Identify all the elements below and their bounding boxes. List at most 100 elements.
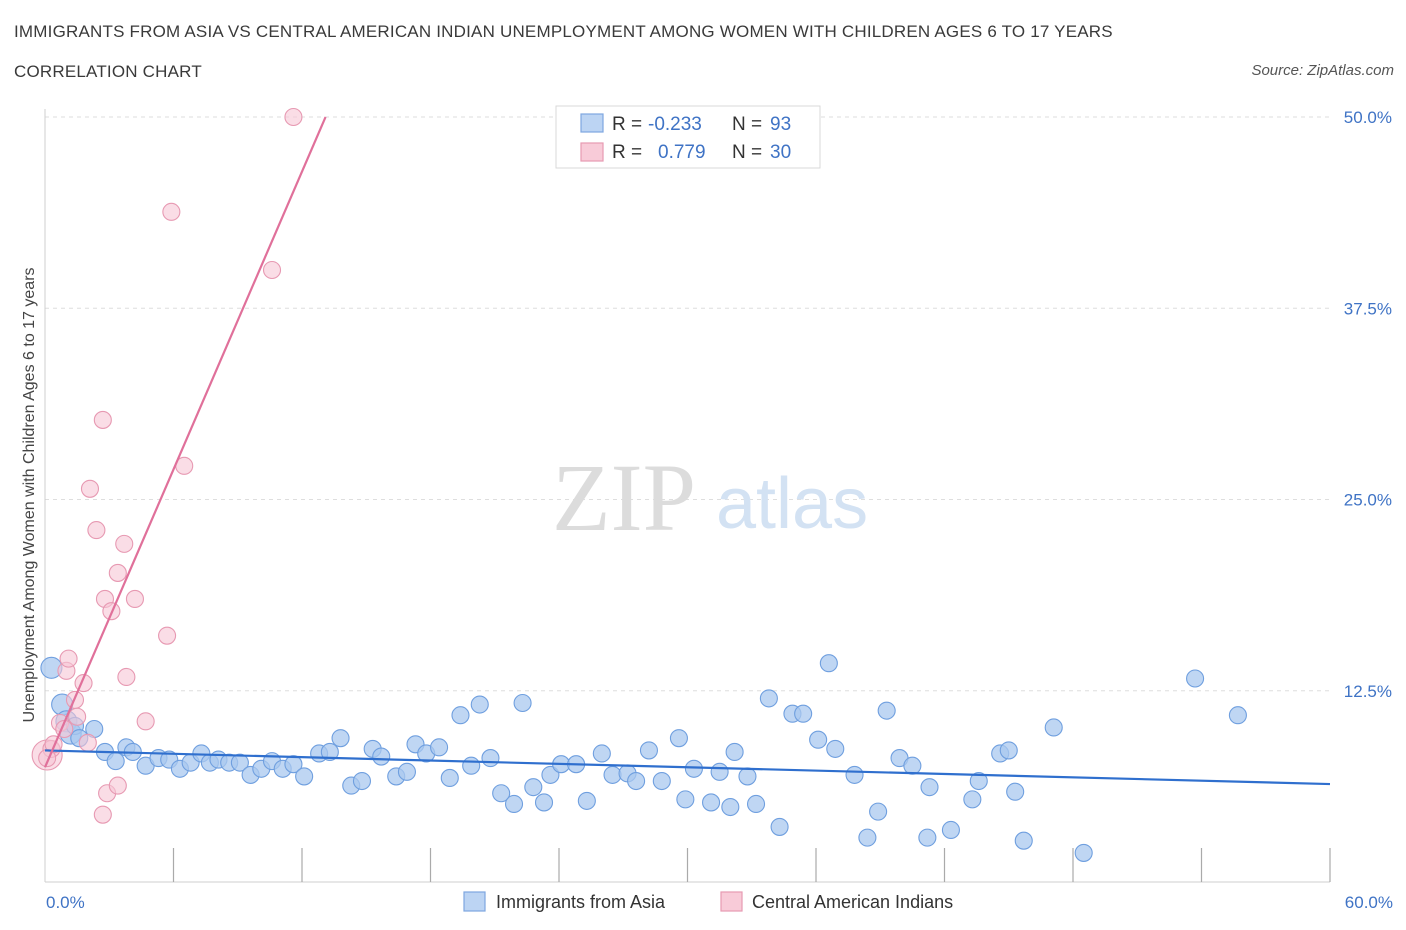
central-american-indian-point-6 — [59, 649, 78, 668]
legend-n-label-0: N = — [732, 114, 762, 135]
legend-r-value-0: -0.233 — [648, 114, 702, 135]
asia-point-29 — [331, 729, 350, 748]
x-tick-label-0: 0.0% — [46, 893, 85, 912]
y-axis-label: Unemployment Among Women with Children A… — [21, 267, 38, 722]
asia-point-90 — [1044, 718, 1063, 737]
central-american-indian-point-23 — [136, 712, 155, 731]
points-immigrants-from-asia — [40, 654, 1247, 862]
asia-point-68 — [759, 689, 778, 708]
trendline-immigrants-from-asia — [44, 749, 1331, 786]
central-american-indian-point-25 — [162, 202, 181, 221]
legend-n-label-1: N = — [732, 142, 762, 163]
asia-point-66 — [738, 767, 757, 786]
series-legend: Immigrants from Asia Central American In… — [463, 891, 953, 912]
asia-point-87 — [999, 741, 1018, 760]
trendline-central-american-indians — [43, 116, 327, 768]
trendlines — [43, 116, 1331, 786]
asia-point-8 — [106, 752, 125, 771]
asia-point-73 — [819, 654, 838, 673]
y-tick-label-3: 50.0% — [1344, 108, 1392, 127]
asia-point-91 — [1074, 843, 1093, 862]
asia-point-81 — [918, 828, 937, 847]
asia-point-35 — [397, 762, 416, 781]
bottom-legend-label-0: Immigrants from Asia — [496, 892, 666, 912]
chart-title: IMMIGRANTS FROM ASIA VS CENTRAL AMERICAN… — [14, 22, 1113, 41]
central-american-indian-point-12 — [87, 521, 106, 540]
y-tick-label-0: 12.5% — [1344, 682, 1392, 701]
central-american-indian-point-27 — [262, 260, 282, 280]
central-american-indian-point-14 — [93, 805, 112, 824]
legend-n-value-0: 93 — [770, 114, 791, 135]
asia-point-85 — [969, 771, 988, 791]
asia-point-89 — [1014, 831, 1033, 850]
central-american-indian-point-19 — [108, 563, 127, 582]
central-american-indian-point-20 — [115, 534, 134, 553]
central-american-indian-point-8 — [68, 707, 87, 726]
asia-point-67 — [746, 794, 766, 814]
asia-point-88 — [1006, 782, 1025, 801]
legend-r-label-1: R = — [612, 142, 642, 163]
watermark-atlas: atlas — [716, 464, 868, 544]
legend-swatch-blue — [580, 113, 604, 133]
asia-point-46 — [513, 693, 532, 713]
asia-point-53 — [592, 744, 611, 763]
asia-point-63 — [710, 762, 729, 781]
source-note: Source: ZipAtlas.com — [1251, 62, 1394, 79]
asia-point-54 — [603, 765, 622, 784]
asia-point-31 — [352, 771, 372, 791]
central-american-indian-point-18 — [108, 776, 127, 795]
asia-point-41 — [462, 756, 481, 775]
asia-point-58 — [652, 771, 671, 791]
central-american-indian-point-11 — [80, 479, 100, 498]
points-central-american-indians — [31, 107, 303, 824]
asia-point-33 — [372, 747, 391, 766]
asia-point-52 — [577, 791, 596, 810]
asia-point-44 — [492, 784, 511, 803]
asia-point-65 — [725, 742, 744, 762]
y-tick-label-1: 25.0% — [1344, 491, 1392, 510]
bottom-legend-label-1: Central American Indians — [752, 892, 953, 912]
asia-point-77 — [869, 802, 888, 821]
central-american-indian-point-13 — [93, 410, 112, 429]
chart-subtitle: CORRELATION CHART — [14, 62, 202, 81]
tick-labels: 12.5% 25.0% 37.5% 50.0% 0.0% 60.0% — [46, 108, 1393, 912]
asia-point-92 — [1186, 669, 1205, 688]
asia-point-71 — [794, 704, 813, 723]
asia-point-75 — [845, 765, 864, 784]
asia-point-76 — [858, 828, 877, 847]
correlation-legend: R = -0.233 N = 93 R = 0.779 N = 30 — [555, 105, 821, 169]
asia-point-69 — [770, 817, 789, 836]
asia-point-57 — [639, 741, 659, 760]
x-tick-label-1: 60.0% — [1345, 893, 1393, 912]
legend-swatch-pink — [580, 142, 604, 162]
asia-point-48 — [534, 793, 554, 812]
asia-point-25 — [284, 755, 303, 774]
central-american-indian-point-28 — [284, 107, 303, 127]
asia-point-78 — [877, 701, 896, 720]
bottom-legend-swatch-pink — [720, 891, 743, 912]
legend-n-value-1: 30 — [770, 142, 791, 163]
asia-point-45 — [504, 794, 524, 814]
bottom-legend-swatch-blue — [463, 891, 486, 912]
asia-point-43 — [481, 749, 500, 768]
asia-point-49 — [541, 765, 560, 784]
central-american-indian-point-24 — [158, 626, 177, 645]
asia-point-72 — [809, 730, 828, 749]
asia-point-83 — [941, 820, 960, 840]
legend-r-label-0: R = — [612, 114, 642, 135]
asia-point-28 — [320, 742, 339, 762]
central-american-indian-point-22 — [125, 589, 144, 609]
asia-point-74 — [826, 739, 845, 758]
y-tick-label-2: 37.5% — [1344, 299, 1392, 318]
asia-point-62 — [702, 793, 721, 812]
asia-point-38 — [430, 738, 449, 757]
asia-point-42 — [470, 695, 489, 714]
asia-point-47 — [524, 778, 543, 797]
asia-point-93 — [1228, 706, 1247, 725]
legend-r-value-1: 0.779 — [658, 142, 706, 163]
central-american-indian-point-21 — [117, 667, 136, 687]
asia-point-82 — [920, 778, 939, 797]
asia-point-26 — [295, 767, 314, 786]
asia-point-84 — [963, 790, 982, 809]
